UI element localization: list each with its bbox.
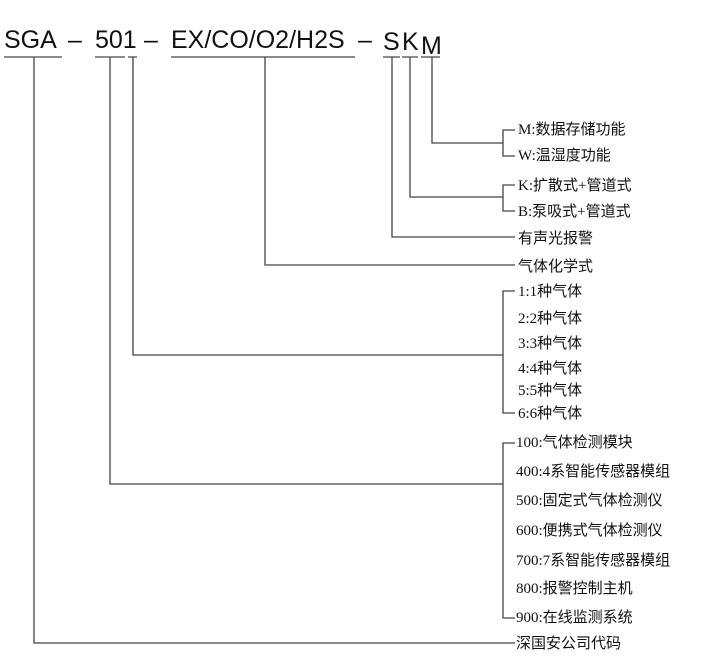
connector-lines-lower bbox=[33, 57, 515, 644]
code-s: S bbox=[383, 28, 400, 56]
code-k: K bbox=[402, 28, 419, 56]
option-k-diffusion: K:扩散式+管道式 bbox=[518, 177, 631, 194]
code-separator: – bbox=[144, 26, 158, 54]
code-series: 501 bbox=[95, 26, 137, 54]
series-800: 800:报警控制主机 bbox=[516, 580, 633, 597]
code-gases: EX/CO/O2/H2S bbox=[171, 26, 345, 54]
code-prefix: SGA bbox=[4, 26, 57, 54]
option-sound-light-alarm: 有声光报警 bbox=[518, 229, 593, 247]
code-separator: – bbox=[358, 26, 372, 54]
option-gas-formula: 气体化学式 bbox=[518, 258, 593, 275]
gas-count-1: 1:1种气体 bbox=[518, 283, 582, 300]
option-m-data-storage: M:数据存储功能 bbox=[518, 121, 626, 138]
series-100: 100:气体检测模块 bbox=[516, 434, 633, 451]
company-code: 深国安公司代码 bbox=[516, 635, 621, 652]
series-700: 700:7系智能传感器模组 bbox=[516, 551, 670, 569]
series-600: 600:便携式气体检测仪 bbox=[516, 522, 663, 539]
gas-count-4: 4:4种气体 bbox=[518, 360, 582, 377]
code-separator: – bbox=[68, 26, 82, 54]
gas-count-6: 6:6种气体 bbox=[518, 405, 582, 422]
code-m: M bbox=[421, 32, 442, 60]
series-900: 900:在线监测系统 bbox=[516, 609, 633, 626]
series-400: 400:4系智能传感器模组 bbox=[516, 462, 670, 480]
gas-count-5: 5:5种气体 bbox=[518, 382, 582, 399]
option-b-pump: B:泵吸式+管道式 bbox=[518, 203, 631, 220]
series-500: 500:固定式气体检测仪 bbox=[516, 492, 663, 509]
gas-count-3: 3:3种气体 bbox=[518, 335, 582, 352]
gas-count-2: 2:2种气体 bbox=[518, 310, 582, 327]
option-w-temp-humidity: W:温湿度功能 bbox=[518, 147, 611, 164]
